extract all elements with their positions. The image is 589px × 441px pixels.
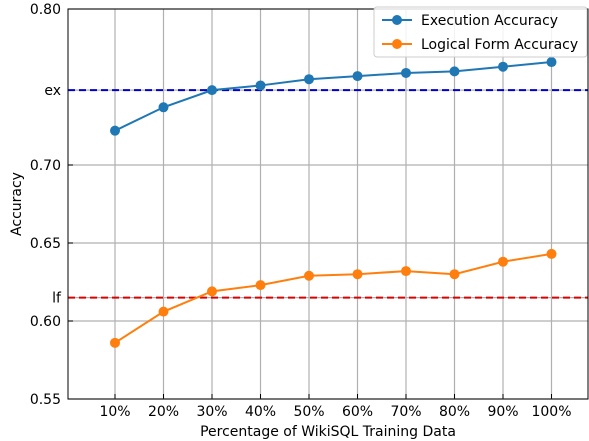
y-tick-label: 0.80 <box>30 2 61 18</box>
data-point <box>353 269 363 279</box>
data-point <box>450 269 460 279</box>
legend: Execution Accuracy Logical Form Accuracy <box>374 7 587 57</box>
data-point <box>256 280 266 290</box>
x-tick-label: 60% <box>342 404 373 420</box>
y-axis-title: Accuracy <box>9 172 25 236</box>
y-tick-label: 0.65 <box>30 236 61 252</box>
x-tick-label: 90% <box>487 404 518 420</box>
plot-frame <box>68 9 588 399</box>
legend-label: Logical Form Accuracy <box>421 37 578 53</box>
data-point <box>401 68 411 78</box>
x-tick-label: 40% <box>245 404 276 420</box>
x-tick-label: 10% <box>99 404 130 420</box>
x-tick-label: 70% <box>390 404 421 420</box>
data-point <box>547 249 557 259</box>
data-point <box>207 85 217 95</box>
data-point <box>353 71 363 81</box>
data-point <box>110 126 120 136</box>
y-tick-label: 0.55 <box>30 392 61 408</box>
x-axis-title: Percentage of WikiSQL Training Data <box>200 424 456 440</box>
data-point <box>110 338 120 348</box>
y-tick-label: ex <box>44 83 61 99</box>
data-point <box>207 286 217 296</box>
data-point <box>401 266 411 276</box>
x-tick-labels: 10% 20% 30% 40% 50% 60% 70% 80% 90% 100% <box>99 404 571 420</box>
data-point <box>159 307 169 317</box>
legend-marker <box>392 39 402 49</box>
grid-lines <box>68 9 588 399</box>
legend-label: Execution Accuracy <box>421 13 558 29</box>
data-point <box>547 57 557 67</box>
x-tick-label: 20% <box>148 404 179 420</box>
x-tick-label: 80% <box>439 404 470 420</box>
y-tick-labels: 0.55 0.60 lf 0.65 0.70 ex 0.80 <box>30 2 62 408</box>
x-tick-label: 50% <box>293 404 324 420</box>
data-point <box>304 271 314 281</box>
x-tick-label: 100% <box>531 404 571 420</box>
data-point <box>256 80 266 90</box>
data-point <box>450 66 460 76</box>
y-tick-label: 0.70 <box>30 158 61 174</box>
series-line <box>115 62 552 131</box>
x-tick-label: 30% <box>196 404 227 420</box>
reference-lines <box>68 90 588 297</box>
data-point <box>498 257 508 267</box>
y-tick-label: lf <box>52 291 62 307</box>
data-point <box>498 62 508 72</box>
data-point <box>159 102 169 112</box>
data-point <box>304 74 314 84</box>
series-lines <box>110 57 557 348</box>
legend-marker <box>392 15 402 25</box>
y-tick-label: 0.60 <box>30 314 61 330</box>
